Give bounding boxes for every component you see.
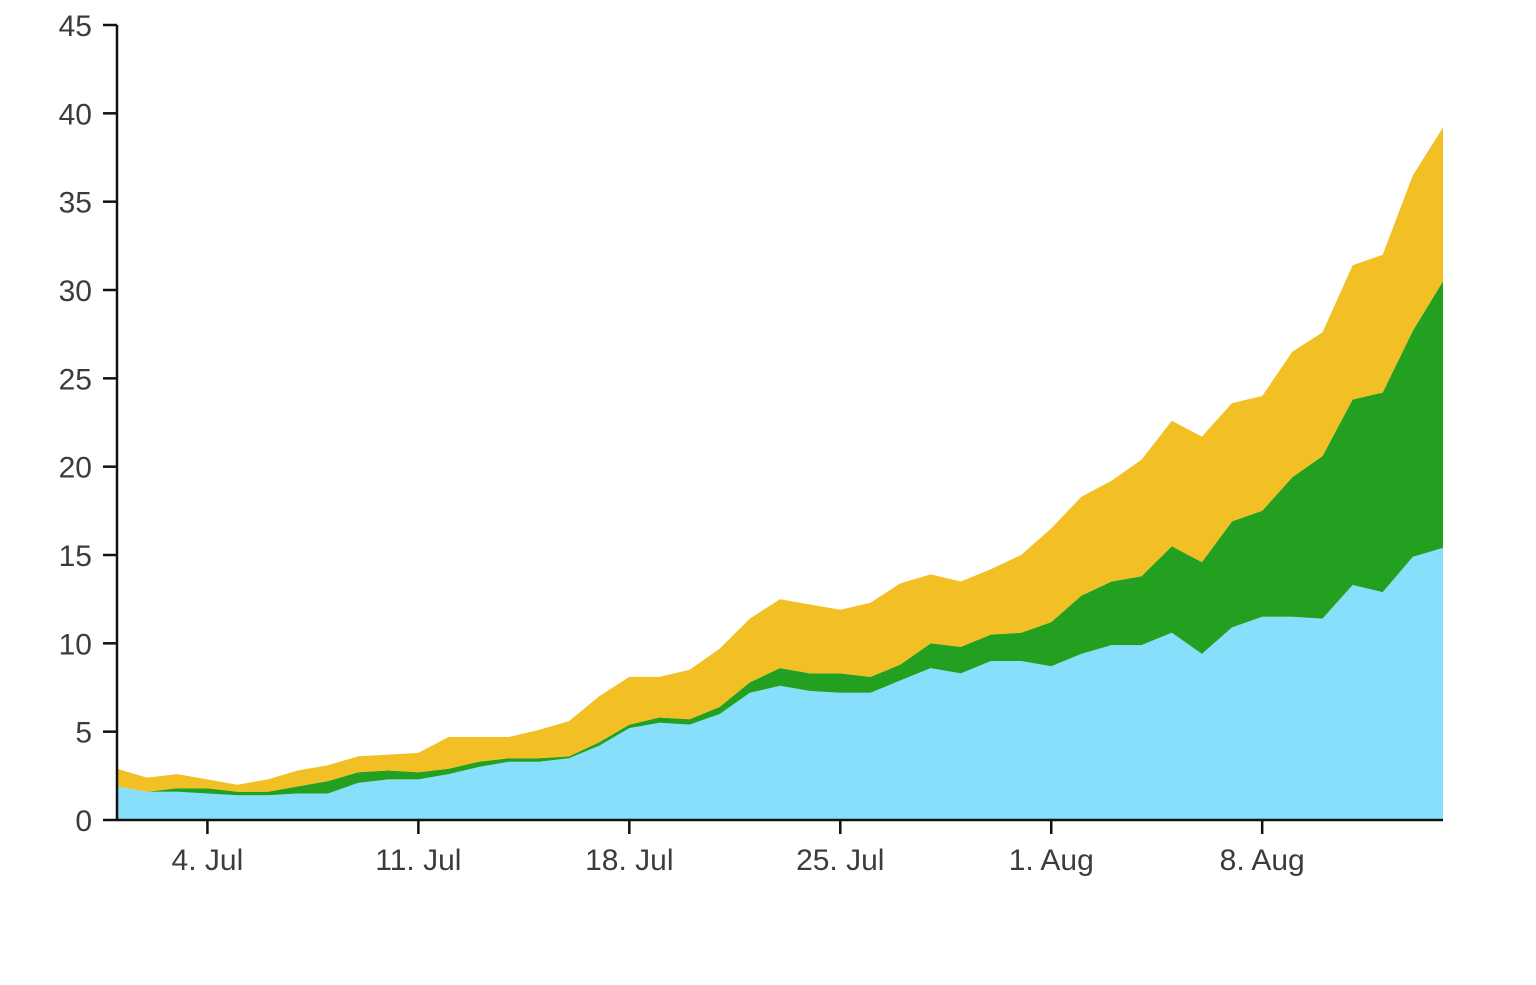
series-areas bbox=[117, 127, 1443, 820]
x-tick-label: 18. Jul bbox=[585, 844, 673, 877]
x-tick-label: 25. Jul bbox=[796, 844, 884, 877]
x-tick-label: 4. Jul bbox=[172, 844, 244, 877]
y-tick-label: 45 bbox=[59, 10, 92, 43]
y-tick-label: 5 bbox=[75, 717, 92, 750]
y-tick-label: 25 bbox=[59, 363, 92, 396]
y-tick-label: 20 bbox=[59, 452, 92, 485]
y-tick-label: 35 bbox=[59, 187, 92, 220]
y-tick-label: 0 bbox=[75, 805, 92, 838]
series-area-1 bbox=[117, 547, 1443, 820]
x-tick-label: 1. Aug bbox=[1009, 844, 1094, 877]
y-tick-label: 30 bbox=[59, 275, 92, 308]
x-tick-label: 8. Aug bbox=[1220, 844, 1305, 877]
x-tick-label: 11. Jul bbox=[375, 844, 461, 877]
series-area-3 bbox=[117, 127, 1443, 792]
y-tick-label: 15 bbox=[59, 540, 92, 573]
y-axis: 0 5 10 15 20 25 30 35 40 45 bbox=[59, 10, 119, 838]
y-tick-label: 40 bbox=[59, 98, 92, 131]
y-tick-label: 10 bbox=[59, 628, 92, 661]
x-axis: 4. Jul 11. Jul 18. Jul 25. Jul 1. Aug 8. Aug bbox=[117, 818, 1443, 877]
